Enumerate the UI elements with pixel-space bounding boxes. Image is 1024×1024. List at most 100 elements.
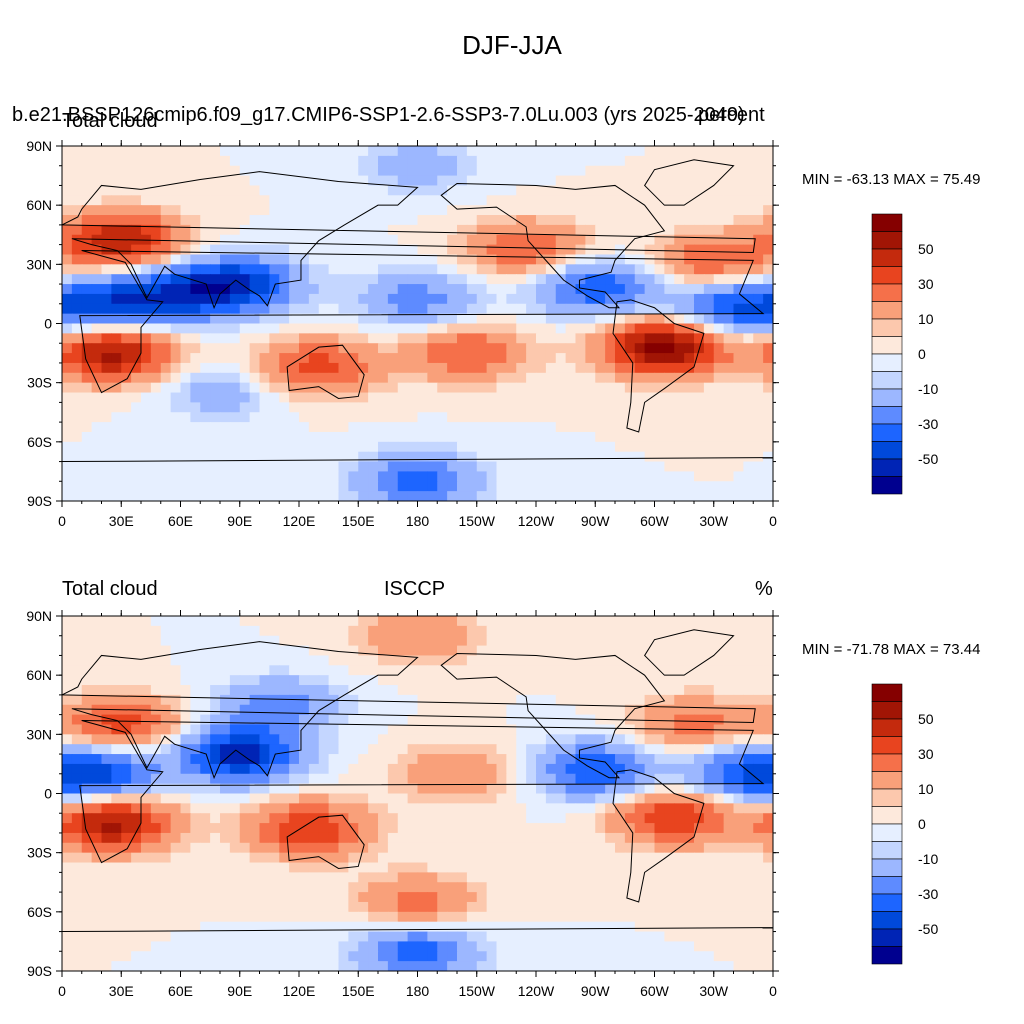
field-cell: [545, 655, 557, 666]
field-cell: [348, 254, 359, 265]
field-cell: [427, 842, 438, 854]
field-cell: [506, 422, 517, 433]
field-cell: [486, 244, 498, 256]
field-cell: [387, 422, 399, 433]
field-cell: [71, 155, 83, 167]
field-cell: [585, 185, 596, 196]
field-cell: [289, 852, 300, 864]
field-cell: [407, 714, 419, 726]
field-cell: [605, 431, 616, 443]
field-cell: [555, 882, 567, 893]
field-cell: [496, 353, 507, 364]
field-cell: [318, 234, 330, 246]
field-cell: [674, 862, 685, 873]
field-cell: [378, 362, 389, 374]
field-cell: [703, 892, 715, 903]
field-cell: [694, 471, 705, 482]
field-cell: [753, 224, 764, 236]
field-cell: [328, 333, 340, 344]
field-cell: [91, 813, 103, 824]
field-cell: [62, 333, 73, 344]
field-cell: [615, 491, 626, 501]
field-cell: [387, 284, 399, 295]
field-cell: [427, 343, 438, 354]
field-cell: [348, 901, 359, 913]
field-cell: [634, 481, 646, 492]
field-cell: [249, 625, 261, 637]
field-cell: [654, 362, 665, 374]
field-cell: [269, 284, 280, 295]
field-cell: [466, 175, 478, 187]
field-cell: [634, 635, 646, 647]
field-cell: [575, 254, 586, 265]
field-cell: [407, 323, 419, 334]
field-cell: [595, 353, 606, 364]
field-cell: [634, 773, 646, 785]
field-cell: [674, 714, 685, 726]
field-cell: [526, 655, 537, 666]
field-cell: [743, 402, 754, 413]
field-cell: [615, 234, 626, 246]
field-cell: [229, 244, 241, 256]
field-cell: [328, 274, 340, 285]
field-cell: [62, 343, 73, 354]
field-cell: [496, 685, 507, 696]
field-cell: [605, 773, 616, 785]
field-cell: [476, 451, 488, 463]
field-cell: [634, 313, 646, 325]
field-cell: [466, 392, 478, 403]
field-cell: [318, 155, 330, 167]
field-cell: [308, 284, 320, 295]
field-cell: [358, 224, 369, 236]
field-cell: [170, 362, 182, 374]
field-cell: [190, 382, 201, 394]
field-cell: [279, 412, 290, 423]
field-cell: [239, 185, 251, 196]
field-cell: [348, 625, 359, 637]
field-cell: [674, 343, 685, 354]
field-cell: [516, 763, 527, 775]
panel2-min-max: MIN = -71.78 MAX = 73.44: [802, 641, 981, 658]
field-cell: [91, 734, 103, 745]
field-cell: [269, 842, 280, 854]
field-cell: [328, 862, 340, 873]
field-cell: [348, 744, 359, 755]
field-cell: [338, 175, 349, 187]
field-cell: [121, 832, 132, 844]
field-cell: [427, 461, 438, 473]
field-cell: [723, 813, 735, 824]
field-cell: [516, 431, 527, 443]
field-cell: [585, 773, 596, 785]
field-cell: [397, 372, 409, 384]
field-cell: [605, 362, 616, 374]
field-cell: [466, 842, 478, 854]
field-cell: [318, 244, 330, 256]
field-cell: [644, 422, 656, 433]
field-cell: [644, 481, 656, 492]
field-cell: [654, 165, 665, 177]
field-cell: [684, 303, 695, 315]
field-cell: [180, 234, 191, 246]
field-cell: [387, 901, 399, 913]
field-cell: [486, 734, 498, 745]
field-cell: [150, 616, 162, 627]
field-cell: [407, 842, 419, 854]
field-cell: [397, 362, 409, 374]
field-cell: [536, 645, 547, 657]
field-cell: [694, 274, 705, 285]
field-cell: [506, 625, 517, 637]
field-cell: [585, 244, 596, 256]
field-cell: [496, 234, 507, 246]
field-cell: [150, 832, 162, 844]
field-cell: [150, 382, 162, 394]
field-cell: [605, 763, 616, 775]
field-cell: [397, 431, 409, 443]
field-cell: [703, 704, 715, 716]
field-cell: [713, 872, 725, 883]
field-cell: [328, 402, 340, 413]
field-cell: [249, 744, 261, 755]
field-cell: [417, 155, 428, 167]
field-cell: [585, 852, 596, 864]
field-cell: [595, 625, 606, 637]
field-cell: [703, 744, 715, 755]
